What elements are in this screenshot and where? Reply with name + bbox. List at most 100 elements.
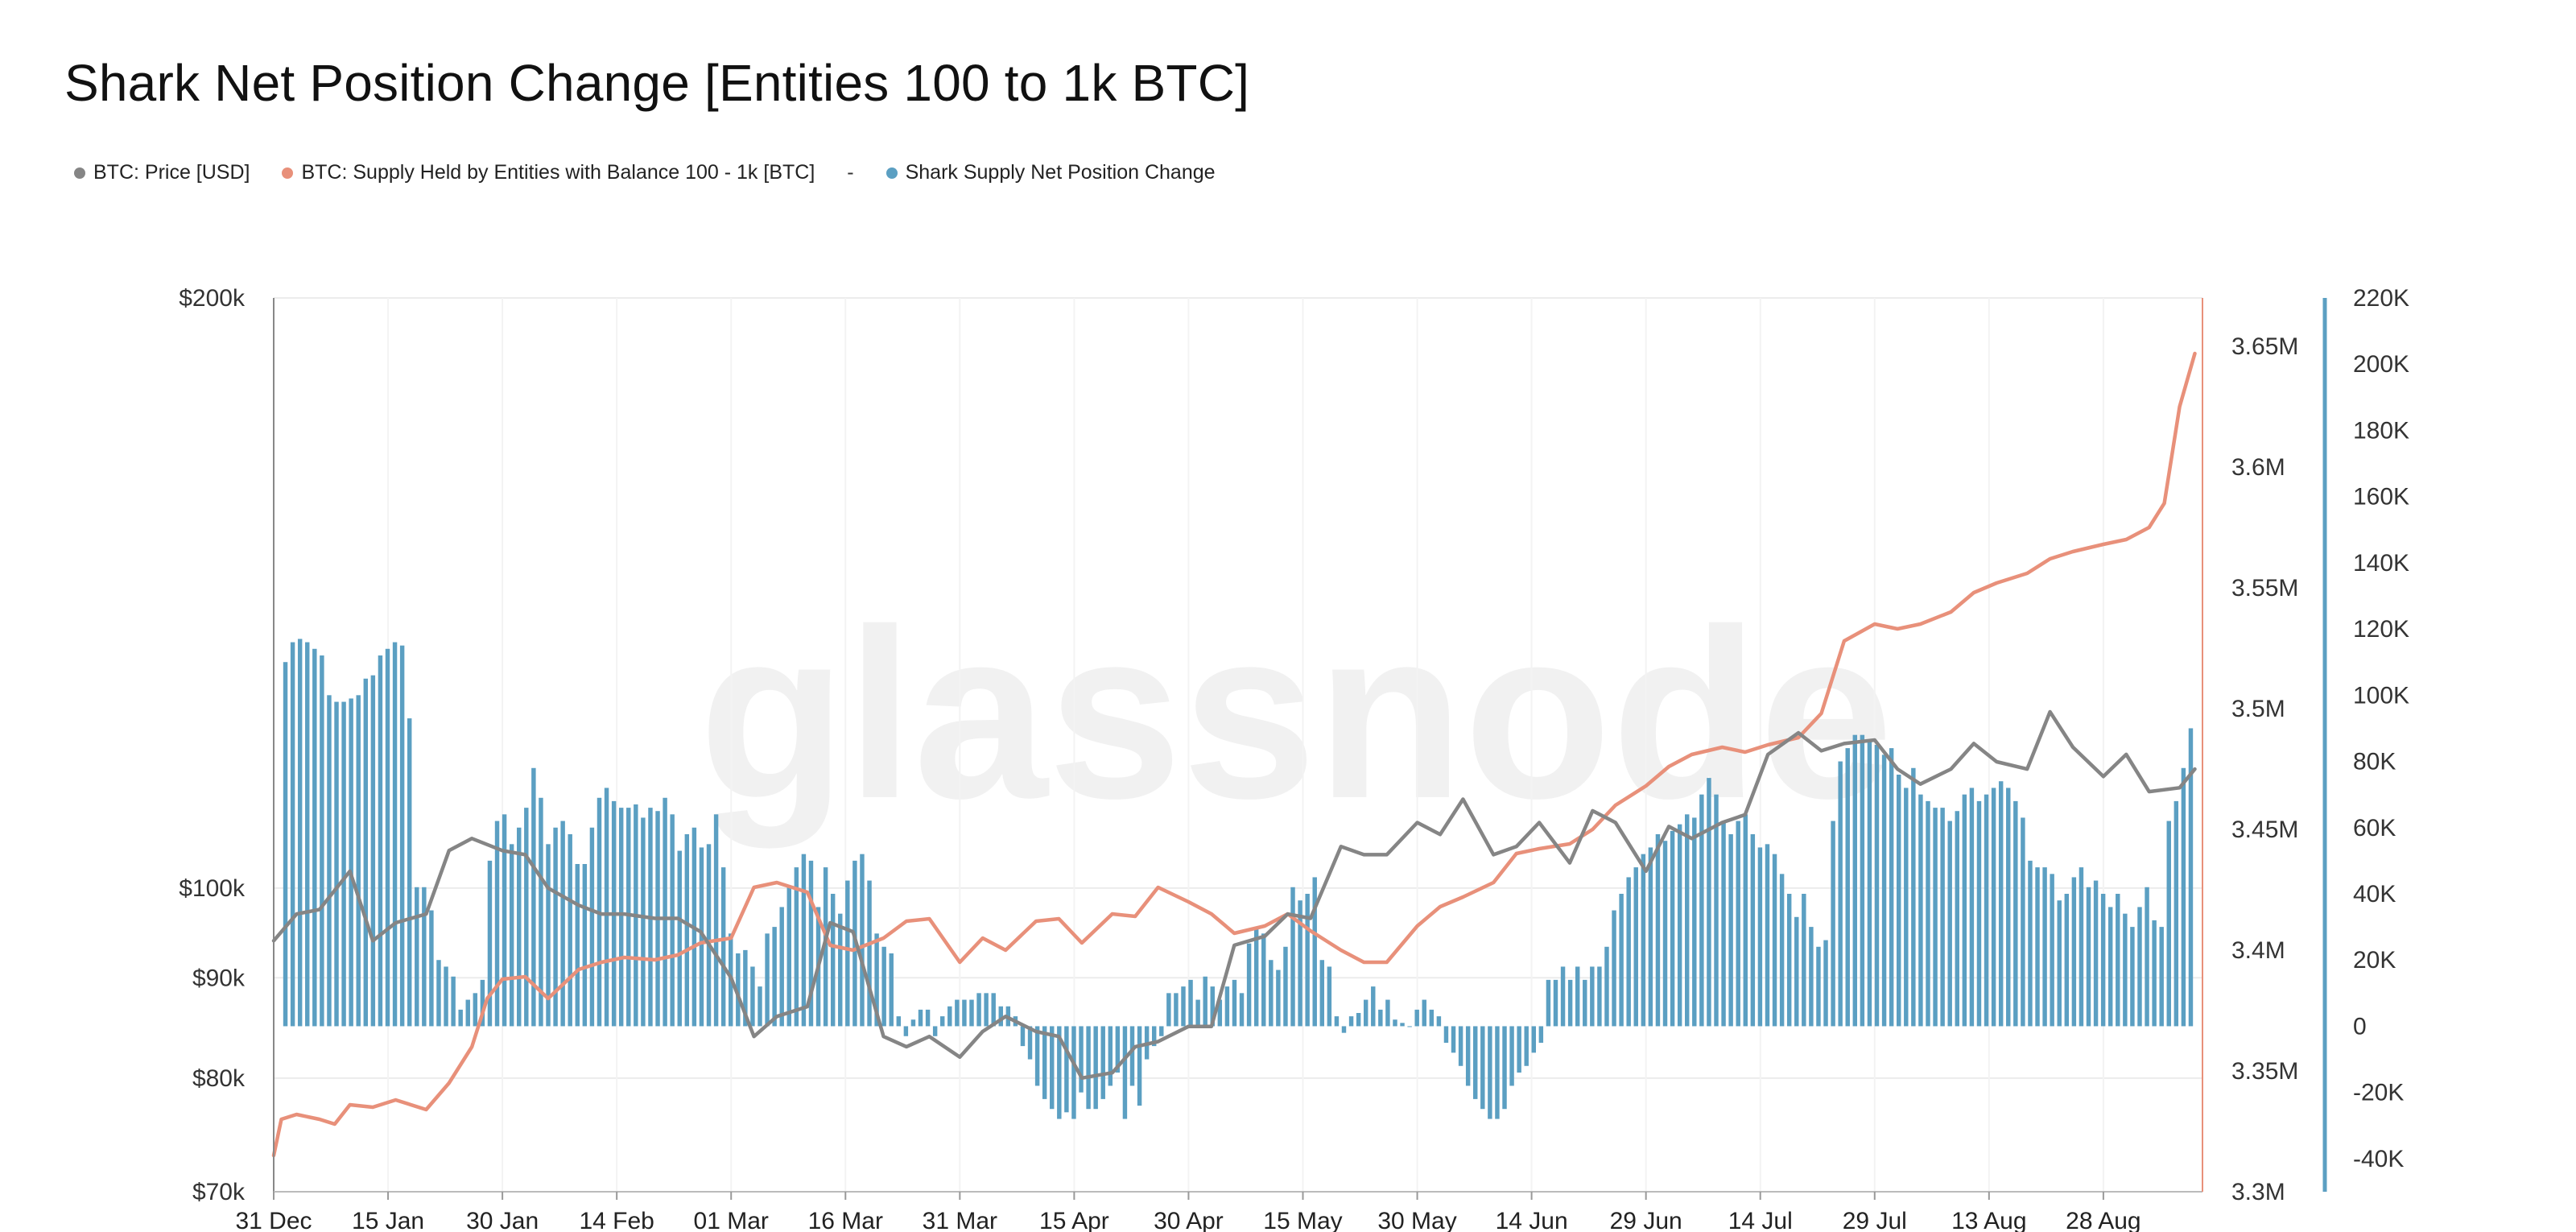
net-change-bar	[582, 864, 588, 1027]
net-change-bar	[1027, 1026, 1033, 1060]
net-change-bar	[297, 639, 303, 1027]
net-change-tick-label: 60K	[2353, 815, 2396, 841]
net-change-bar	[1845, 748, 1850, 1027]
net-change-bar	[1655, 834, 1661, 1027]
net-change-bar	[575, 864, 580, 1027]
legend-label-price: BTC: Price [USD]	[93, 161, 250, 184]
net-change-bar	[1940, 808, 1945, 1027]
net-change-bar	[801, 854, 807, 1027]
net-change-bar	[1305, 894, 1310, 1027]
axes: $70k $80k $90k $100k $200k 3.3M 3.35M 3.4M 3.45M…	[179, 285, 2409, 1232]
x-tick-label: 14 Jun	[1496, 1208, 1568, 1232]
net-change-bar	[670, 814, 675, 1027]
legend-item-supply[interactable]: BTC: Supply Held by Entities with Balanc…	[282, 161, 815, 184]
net-change-tick-label: 80K	[2353, 749, 2396, 775]
net-change-bar	[1129, 1026, 1135, 1086]
net-change-bar	[1217, 999, 1223, 1027]
net-change-bar	[860, 854, 865, 1027]
x-tick-label: 15 Apr	[1039, 1208, 1109, 1232]
net-change-bar	[932, 1026, 938, 1036]
legend-label-supply: BTC: Supply Held by Entities with Balanc…	[301, 161, 815, 184]
net-change-bar	[2013, 800, 2018, 1027]
net-change-bar	[1414, 1009, 1419, 1027]
net-change-bar	[1567, 979, 1573, 1027]
net-change-bar	[1093, 1026, 1098, 1110]
net-change-bar	[1422, 999, 1426, 1027]
net-change-bar	[1597, 966, 1602, 1027]
supply-tick-label: 3.55M	[2231, 575, 2298, 602]
net-change-tick-label: 200K	[2353, 351, 2409, 378]
net-change-bar	[1188, 979, 1193, 1027]
net-change-bar	[641, 817, 646, 1027]
net-change-bar	[334, 701, 339, 1027]
net-change-bar	[1648, 847, 1653, 1027]
net-change-tick-label: 100K	[2353, 682, 2409, 709]
supply-tick-label: 3.6M	[2231, 454, 2285, 481]
net-change-bar	[823, 867, 828, 1027]
net-change-bar	[2086, 887, 2091, 1027]
net-change-bar	[1203, 976, 1208, 1027]
legend-item-price[interactable]: BTC: Price [USD]	[74, 161, 250, 184]
supply-tick-label: 3.4M	[2231, 937, 2285, 964]
net-change-bar	[720, 867, 726, 1027]
net-change-bar	[1947, 821, 1952, 1027]
net-change-bar	[2152, 920, 2157, 1027]
x-tick-label: 13 Aug	[1951, 1208, 2026, 1232]
net-change-bar	[1086, 1026, 1091, 1110]
net-change-bar	[1889, 748, 1894, 1027]
net-change-bar	[1838, 761, 1843, 1027]
net-change-bar	[2035, 867, 2040, 1027]
net-change-bar	[1451, 1026, 1456, 1053]
net-change-bar	[1181, 986, 1186, 1027]
net-change-bar	[706, 844, 712, 1027]
legend: BTC: Price [USD] BTC: Supply Held by Ent…	[74, 161, 1248, 184]
net-change-bar	[1174, 993, 1179, 1027]
net-change-bar	[1524, 1026, 1529, 1066]
net-change-bar	[604, 788, 609, 1027]
net-change-bar	[2181, 767, 2186, 1027]
net-change-bar	[2137, 907, 2142, 1027]
x-tick-label: 29 Jun	[1610, 1208, 1682, 1232]
legend-item-net-change[interactable]: Shark Supply Net Position Change	[886, 161, 1216, 184]
net-change-bar	[422, 887, 427, 1027]
net-change-bar	[2188, 728, 2194, 1027]
net-change-bar	[1115, 1026, 1121, 1073]
net-change-bar	[312, 648, 317, 1027]
net-change-bar	[1583, 979, 1587, 1027]
net-change-bar	[1298, 900, 1302, 1027]
net-change-bar	[881, 946, 886, 1027]
net-change-bar	[2145, 887, 2149, 1027]
net-change-bar	[349, 698, 353, 1027]
net-change-bar	[1590, 966, 1595, 1027]
x-tick-label: 30 Jan	[466, 1208, 539, 1232]
net-change-bar	[955, 999, 960, 1027]
net-change-bar	[1743, 814, 1748, 1027]
legend-dot-price-icon	[74, 167, 85, 179]
net-change-bar	[1290, 887, 1295, 1027]
net-change-bar	[1881, 754, 1887, 1027]
net-change-bar	[392, 642, 398, 1027]
net-change-bar	[1802, 894, 1806, 1027]
net-change-bar	[2093, 880, 2099, 1027]
net-change-bar	[1984, 794, 1989, 1027]
net-change-bar	[1020, 1026, 1026, 1047]
x-tick-label: 30 Apr	[1154, 1208, 1224, 1232]
net-change-bar	[1955, 811, 1959, 1027]
net-change-tick-label: -40K	[2353, 1146, 2404, 1172]
net-change-bar	[480, 979, 485, 1027]
net-change-bar	[2064, 894, 2070, 1027]
net-change-bar	[1911, 767, 1916, 1027]
net-change-bar	[1633, 867, 1638, 1027]
net-change-bar	[1976, 800, 1982, 1027]
net-change-bar	[684, 834, 690, 1027]
net-change-bar	[363, 678, 369, 1027]
net-change-bar	[1050, 1026, 1055, 1110]
supply-line	[271, 351, 2197, 1158]
net-change-bar	[1538, 1026, 1544, 1043]
net-change-bar	[1495, 1026, 1500, 1119]
net-change-tick-label: 40K	[2353, 881, 2396, 907]
net-change-bar	[969, 999, 974, 1027]
net-change-bar	[1429, 1009, 1435, 1027]
net-change-bar	[976, 993, 981, 1027]
net-change-bar	[1488, 1026, 1492, 1119]
